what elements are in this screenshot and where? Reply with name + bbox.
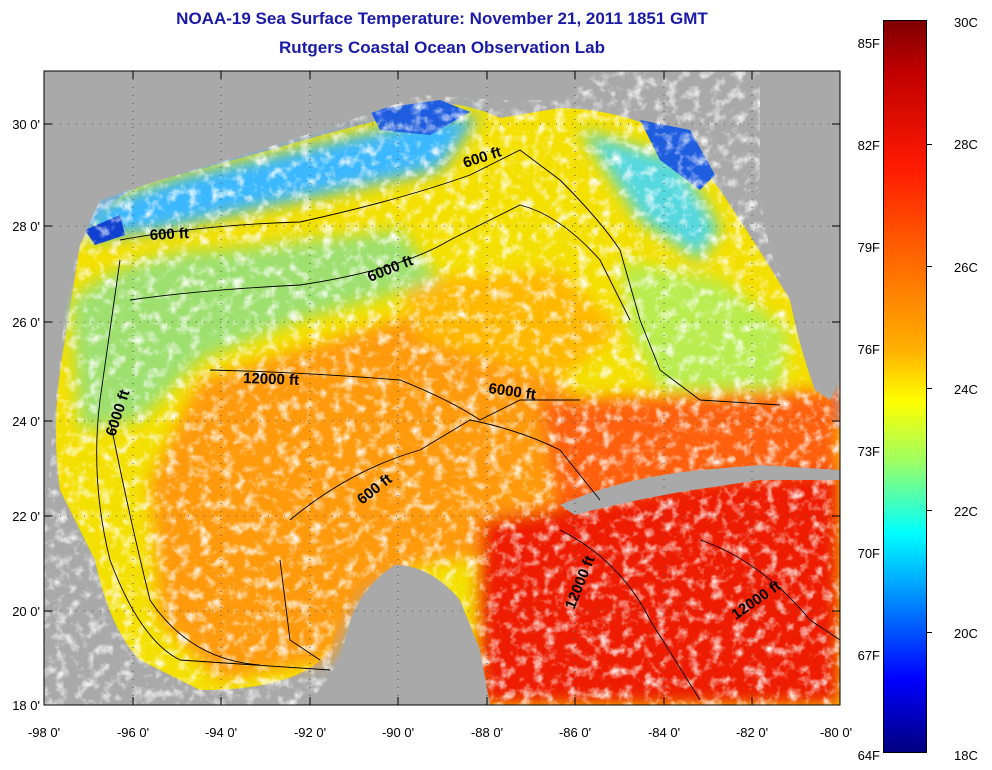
colorbar-c-30: 30C [954, 15, 978, 30]
florida-land [760, 71, 840, 400]
lat-label-30: 30 0' [12, 117, 40, 132]
colorbar-c-20: 20C [954, 626, 978, 641]
lat-label-26: 26 0' [12, 315, 40, 330]
lon-label-80: -80 0' [820, 725, 852, 740]
lon-label-94: -94 0' [205, 725, 237, 740]
yucatan-land [300, 565, 490, 705]
colorbar-f-73: 73F [857, 444, 880, 459]
contour-label-600ft-west: 600 ft [149, 225, 189, 244]
temperature-colorbar [883, 20, 927, 753]
lon-label-98: -98 0' [28, 725, 60, 740]
map-title: NOAA-19 Sea Surface Temperature: Novembe… [176, 9, 708, 28]
map-frame [43, 70, 841, 706]
contour-label-6000ft-east: 6000 ft [487, 380, 536, 403]
colorbar-c-18: 18C [954, 748, 978, 763]
graticule [44, 71, 840, 705]
lat-label-18: 18 0' [12, 698, 40, 713]
lat-label-28: 28 0' [12, 219, 40, 234]
colorbar-c-26: 26C [954, 260, 978, 275]
lon-label-90: -90 0' [382, 725, 414, 740]
colorbar-f-76: 76F [857, 342, 880, 357]
lon-label-86: -86 0' [559, 725, 591, 740]
bathymetry-contours [96, 149, 840, 701]
cuba-land [560, 465, 840, 515]
colorbar-c-22: 22C [954, 504, 978, 519]
lon-label-82: -82 0' [736, 725, 768, 740]
colorbar-f-70: 70F [857, 546, 880, 561]
colorbar-f-85: 85F [857, 36, 880, 51]
colorbar-f-67: 67F [857, 648, 880, 663]
contour-label-12000ft-west: 12000 ft [243, 370, 299, 389]
colorbar-c-28: 28C [954, 137, 978, 152]
lon-label-88: -88 0' [471, 725, 503, 740]
lon-label-92: -92 0' [294, 725, 326, 740]
lon-label-84: -84 0' [648, 725, 680, 740]
us-mainland [44, 71, 600, 540]
colorbar-c-24: 24C [954, 382, 978, 397]
axis-ticks [44, 71, 840, 705]
colorbar-f-82: 82F [857, 138, 880, 153]
lat-label-22: 22 0' [12, 509, 40, 524]
colorbar-f-64: 64F [857, 748, 880, 763]
lon-label-96: -96 0' [117, 725, 149, 740]
map-subtitle: Rutgers Coastal Ocean Observation Lab [279, 38, 605, 57]
colorbar-f-79: 79F [857, 240, 880, 255]
lat-label-24: 24 0' [12, 414, 40, 429]
lat-label-20: 20 0' [12, 604, 40, 619]
